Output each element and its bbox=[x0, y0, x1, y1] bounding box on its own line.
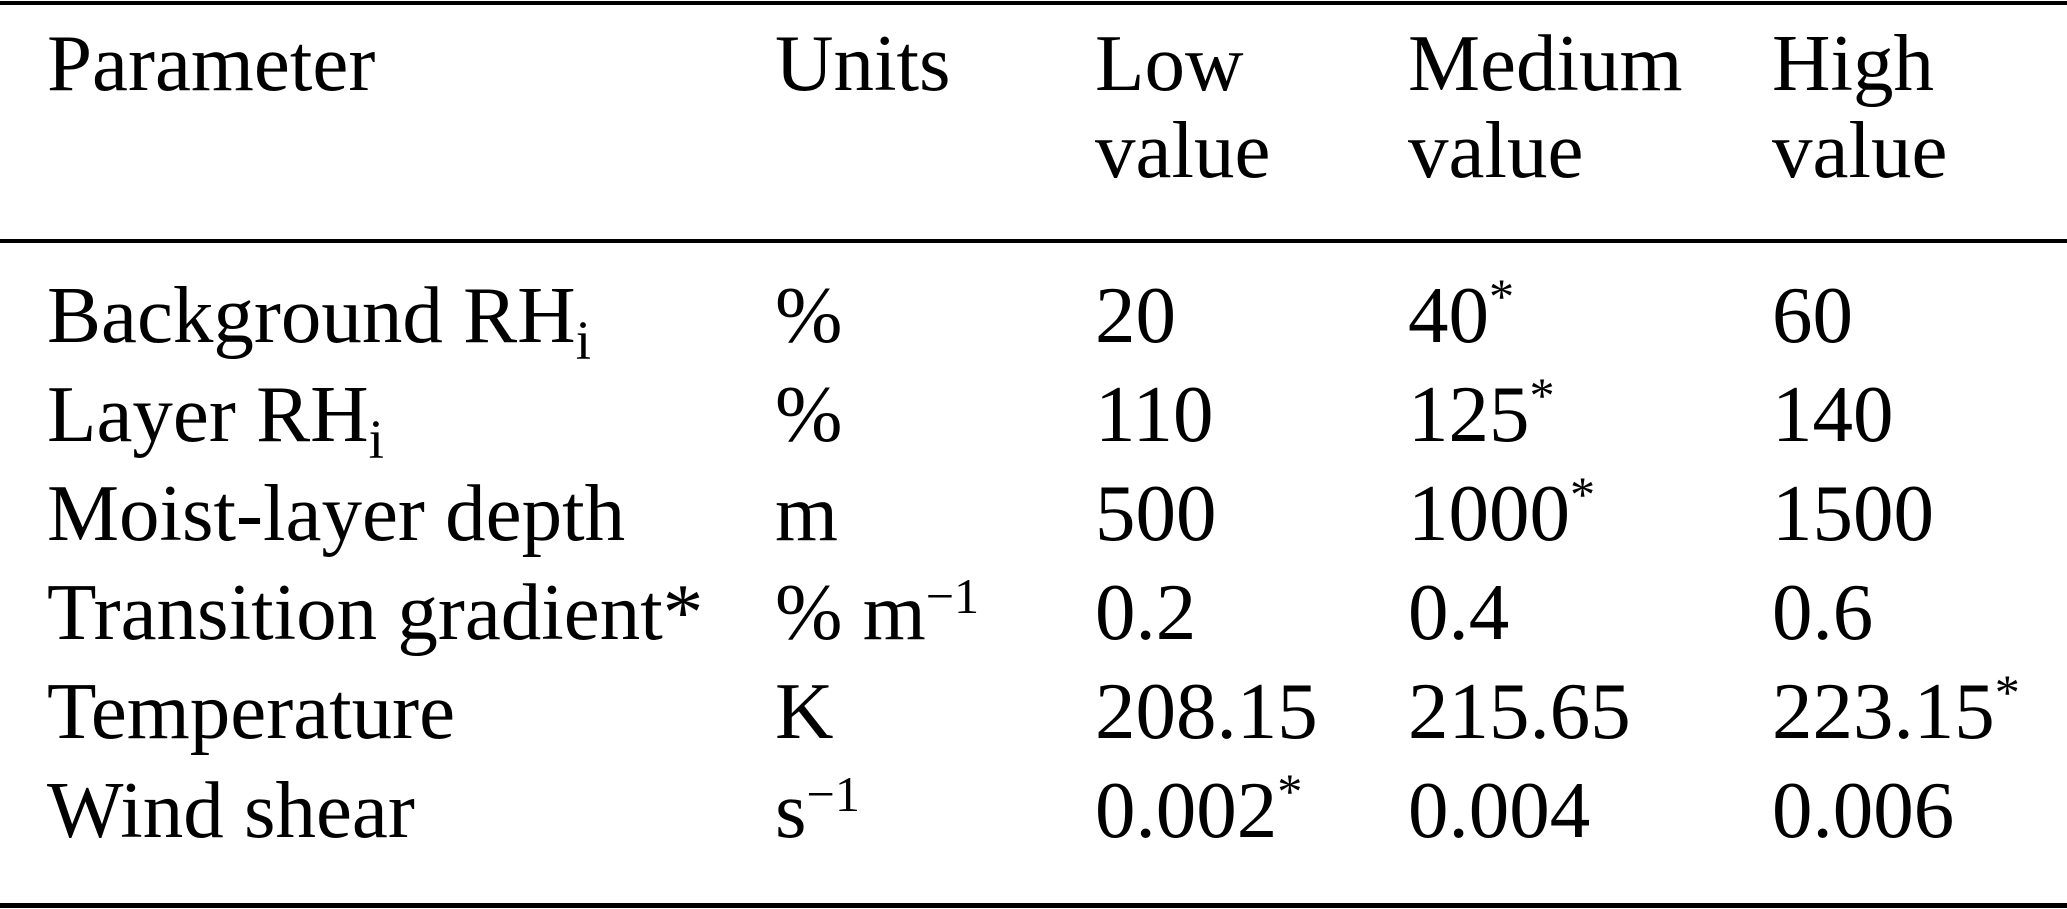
low-value-text: 0.002 bbox=[1095, 765, 1278, 855]
cell-medium-value: 125* bbox=[1408, 365, 1772, 464]
table-top-rule bbox=[0, 1, 2067, 5]
parameter-subscript: i bbox=[368, 408, 384, 470]
cell-units: % m−1 bbox=[775, 563, 1095, 662]
col-header-parameter-line1: Parameter bbox=[47, 18, 376, 108]
units-text: m bbox=[775, 468, 839, 558]
units-exponent: −1 bbox=[925, 567, 980, 624]
cell-parameter: Temperature bbox=[47, 662, 775, 761]
cell-parameter: Layer RHi bbox=[47, 365, 775, 467]
cell-parameter: Moist-layer depth bbox=[47, 464, 775, 563]
cell-low-value: 0.002* bbox=[1095, 761, 1408, 860]
cell-units: % bbox=[775, 365, 1095, 464]
medium-value-text: 215.65 bbox=[1408, 666, 1631, 756]
low-value-asterisk: * bbox=[1277, 762, 1303, 819]
parameter-text: Moist-layer depth bbox=[47, 468, 626, 558]
col-header-high-value-line2: value bbox=[1772, 105, 1948, 195]
table-bottom-rule bbox=[0, 903, 2067, 908]
high-value-text: 140 bbox=[1772, 369, 1894, 459]
cell-low-value: 110 bbox=[1095, 365, 1408, 464]
cell-high-value: 0.006 bbox=[1772, 761, 2067, 860]
medium-value-text: 40 bbox=[1408, 270, 1489, 360]
low-value-text: 110 bbox=[1095, 369, 1214, 459]
col-header-high-value: High value bbox=[1772, 20, 2067, 194]
table-row-layer-rhi: Layer RHi % 110 125* 140 bbox=[47, 365, 2067, 467]
medium-value-text: 1000 bbox=[1408, 468, 1570, 558]
high-value-text: 60 bbox=[1772, 270, 1853, 360]
high-value-text: 0.6 bbox=[1772, 567, 1874, 657]
cell-low-value: 208.15 bbox=[1095, 662, 1408, 761]
table-header: Parameter Units Low value Medium value H… bbox=[0, 5, 2067, 194]
medium-value-asterisk: * bbox=[1529, 366, 1555, 423]
high-value-text: 0.006 bbox=[1772, 765, 1955, 855]
parameter-text: Wind shear bbox=[47, 765, 415, 855]
cell-high-value: 223.15* bbox=[1772, 662, 2067, 761]
table-row-moist-layer-depth: Moist-layer depth m 500 1000* 1500 bbox=[47, 464, 2067, 563]
high-value-asterisk: * bbox=[1994, 663, 2020, 720]
col-header-parameter-line2 bbox=[47, 107, 775, 194]
table-row-background-rhi: Background RHi % 20 40* 60 bbox=[47, 266, 2067, 368]
table-row-temperature: Temperature K 208.15 215.65 223.15* bbox=[47, 662, 2067, 761]
col-header-low-value-line1: Low bbox=[1095, 18, 1244, 108]
cell-parameter: Wind shear bbox=[47, 761, 775, 860]
medium-value-asterisk: * bbox=[1570, 465, 1596, 522]
cell-low-value: 500 bbox=[1095, 464, 1408, 563]
cell-high-value: 0.6 bbox=[1772, 563, 2067, 662]
col-header-low-value-line2: value bbox=[1095, 105, 1271, 195]
col-header-parameter: Parameter bbox=[47, 20, 775, 194]
parameter-text: Layer RH bbox=[47, 369, 369, 459]
col-header-units: Units bbox=[775, 20, 1095, 194]
low-value-text: 208.15 bbox=[1095, 666, 1318, 756]
cell-parameter: Background RHi bbox=[47, 266, 775, 368]
cell-low-value: 0.2 bbox=[1095, 563, 1408, 662]
table-body: Background RHi % 20 40* 60 Layer RHi % 1… bbox=[0, 243, 2067, 860]
parameter-text: Transition gradient* bbox=[47, 567, 704, 657]
cell-units: K bbox=[775, 662, 1095, 761]
parameter-text: Background RH bbox=[47, 270, 576, 360]
cell-high-value: 60 bbox=[1772, 266, 2067, 365]
cell-medium-value: 0.004 bbox=[1408, 761, 1772, 860]
low-value-text: 20 bbox=[1095, 270, 1176, 360]
cell-units: m bbox=[775, 464, 1095, 563]
cell-units: s−1 bbox=[775, 761, 1095, 860]
table-header-rule bbox=[0, 239, 2067, 243]
medium-value-text: 0.4 bbox=[1408, 567, 1510, 657]
cell-medium-value: 0.4 bbox=[1408, 563, 1772, 662]
medium-value-text: 0.004 bbox=[1408, 765, 1591, 855]
parameter-text: Temperature bbox=[47, 666, 456, 756]
table-row-transition-gradient: Transition gradient* % m−1 0.2 0.4 0.6 bbox=[47, 563, 2067, 662]
cell-medium-value: 215.65 bbox=[1408, 662, 1772, 761]
col-header-low-value: Low value bbox=[1095, 20, 1408, 194]
col-header-medium-value-line1: Medium bbox=[1408, 18, 1683, 108]
table-header-row: Parameter Units Low value Medium value H… bbox=[47, 20, 2067, 194]
units-text: K bbox=[775, 666, 834, 756]
medium-value-text: 125 bbox=[1408, 369, 1530, 459]
cell-units: % bbox=[775, 266, 1095, 365]
medium-value-asterisk: * bbox=[1489, 267, 1515, 324]
col-header-medium-value-line2: value bbox=[1408, 105, 1584, 195]
cell-low-value: 20 bbox=[1095, 266, 1408, 365]
units-exponent: −1 bbox=[806, 765, 860, 822]
cell-parameter: Transition gradient* bbox=[47, 563, 775, 662]
col-header-units-line2 bbox=[775, 107, 1095, 194]
parameter-subscript: i bbox=[575, 309, 591, 371]
units-text: % m bbox=[775, 567, 926, 657]
units-text: s bbox=[775, 765, 807, 855]
col-header-medium-value: Medium value bbox=[1408, 20, 1772, 194]
high-value-text: 1500 bbox=[1772, 468, 1934, 558]
col-header-units-line1: Units bbox=[775, 18, 951, 108]
low-value-text: 500 bbox=[1095, 468, 1217, 558]
cell-medium-value: 40* bbox=[1408, 266, 1772, 365]
low-value-text: 0.2 bbox=[1095, 567, 1197, 657]
units-text: % bbox=[775, 369, 843, 459]
table-row-wind-shear: Wind shear s−1 0.002* 0.004 0.006 bbox=[47, 761, 2067, 860]
cell-high-value: 1500 bbox=[1772, 464, 2067, 563]
cell-medium-value: 1000* bbox=[1408, 464, 1772, 563]
high-value-text: 223.15 bbox=[1772, 666, 1995, 756]
units-text: % bbox=[775, 270, 843, 360]
cell-high-value: 140 bbox=[1772, 365, 2067, 464]
col-header-high-value-line1: High bbox=[1772, 18, 1934, 108]
